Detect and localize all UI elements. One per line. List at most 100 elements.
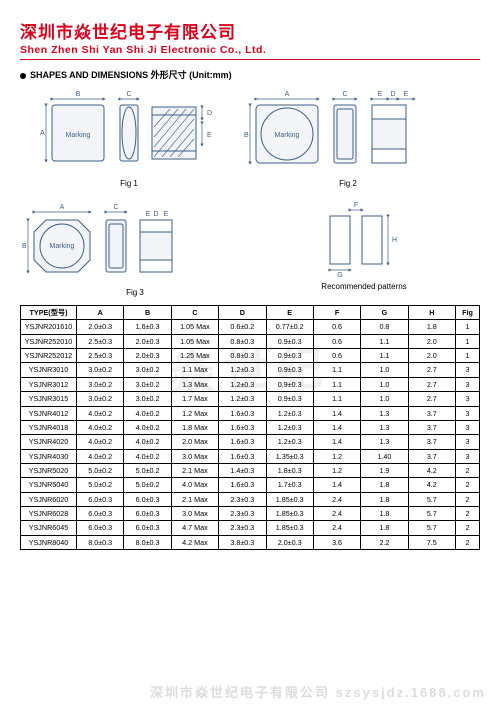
table-cell: 0.9±0.3 [266, 334, 313, 348]
svg-text:A: A [285, 91, 290, 98]
svg-text:F: F [354, 202, 358, 209]
table-cell: 1.2±0.3 [219, 377, 266, 391]
svg-text:B: B [76, 91, 81, 98]
table-cell: 3.0±0.2 [124, 377, 171, 391]
table-cell: 2 [456, 478, 480, 492]
table-cell: 3 [456, 392, 480, 406]
table-cell: 2.0±0.3 [266, 535, 313, 549]
table-cell: 1.4±0.3 [219, 463, 266, 477]
table-cell: 2 [456, 535, 480, 549]
table-cell: 2.5±0.3 [77, 334, 124, 348]
svg-text:H: H [392, 237, 397, 244]
table-cell: 2.5±0.3 [77, 349, 124, 363]
table-header: Fig [456, 306, 480, 320]
table-cell: 2 [456, 521, 480, 535]
table-cell: 1.8 [361, 507, 408, 521]
table-cell: 0.9±0.3 [266, 377, 313, 391]
table-cell: 5.7 [408, 507, 455, 521]
table-cell: 1.1 [313, 363, 360, 377]
table-cell: 5.0±0.2 [124, 478, 171, 492]
table-cell: 1.1 [361, 349, 408, 363]
table-row: YSJNR2520122.5±0.32.0±0.31.25 Max0.8±0.3… [21, 349, 480, 363]
table-cell: 1 [456, 349, 480, 363]
table-cell: 1.7 Max [171, 392, 218, 406]
table-cell: YSJNR5020 [21, 463, 77, 477]
table-cell: 2.7 [408, 377, 455, 391]
table-row: YSJNR60286.0±0.36.0±0.33.0 Max2.3±0.31.8… [21, 507, 480, 521]
table-row: YSJNR40184.0±0.24.0±0.21.8 Max1.6±0.31.2… [21, 420, 480, 434]
table-header: B [124, 306, 171, 320]
svg-text:C: C [113, 204, 118, 211]
table-cell: 0.6 [313, 320, 360, 334]
table-cell: 2.4 [313, 521, 360, 535]
table-cell: 3 [456, 406, 480, 420]
table-cell: 0.6 [313, 349, 360, 363]
table-cell: 1.35±0.3 [266, 449, 313, 463]
recommended-patterns: F G H Recommended patterns [304, 198, 424, 297]
table-cell: 6.0±0.3 [124, 492, 171, 506]
table-cell: YSJNR4020 [21, 435, 77, 449]
table-cell: 6.0±0.3 [124, 507, 171, 521]
table-cell: 3.0±0.2 [77, 392, 124, 406]
table-cell: 1.05 Max [171, 334, 218, 348]
svg-text:B: B [244, 132, 249, 139]
svg-text:A: A [60, 204, 65, 211]
table-cell: YSJNR252012 [21, 349, 77, 363]
table-row: YSJNR30103.0±0.23.0±0.21.1 Max1.2±0.30.9… [21, 363, 480, 377]
table-cell: 4.0±0.2 [77, 406, 124, 420]
table-cell: 1.4 [313, 406, 360, 420]
table-cell: 1.1 [361, 334, 408, 348]
table-cell: 6.0±0.3 [77, 492, 124, 506]
table-cell: 1.2 Max [171, 406, 218, 420]
svg-text:E: E [378, 91, 383, 98]
table-cell: 5.7 [408, 492, 455, 506]
table-cell: 1.05 Max [171, 320, 218, 334]
table-cell: 2.1 Max [171, 463, 218, 477]
svg-text:E: E [404, 91, 409, 98]
svg-text:D: D [153, 211, 158, 218]
company-name-cn: 深圳市焱世纪电子有限公司 [20, 18, 480, 43]
table-cell: 6.0±0.3 [77, 521, 124, 535]
table-cell: 1.3 Max [171, 377, 218, 391]
svg-text:C: C [126, 91, 131, 98]
table-cell: YSJNR4018 [21, 420, 77, 434]
svg-text:C: C [342, 91, 347, 98]
table-cell: YSJNR6045 [21, 521, 77, 535]
table-row: YSJNR60456.0±0.36.0±0.34.7 Max2.3±0.31.8… [21, 521, 480, 535]
table-cell: 3.0±0.2 [124, 363, 171, 377]
table-cell: 1.2±0.3 [266, 420, 313, 434]
table-cell: 0.9±0.3 [266, 392, 313, 406]
fig3-caption: Fig 3 [20, 288, 250, 297]
table-cell: 5.0±0.2 [124, 463, 171, 477]
table-cell: 1.7±0.3 [266, 478, 313, 492]
table-cell: YSJNR252010 [21, 334, 77, 348]
table-cell: 2 [456, 463, 480, 477]
table-row: YSJNR2016102.0±0.31.6±0.31.05 Max0.6±0.2… [21, 320, 480, 334]
table-cell: 3.6 [313, 535, 360, 549]
table-header: TYPE(型号) [21, 306, 77, 320]
table-cell: 1.4 [313, 478, 360, 492]
table-row: YSJNR30153.0±0.23.0±0.21.7 Max1.2±0.30.9… [21, 392, 480, 406]
table-cell: 4.2 Max [171, 535, 218, 549]
table-cell: 1 [456, 320, 480, 334]
table-cell: 1.2±0.3 [219, 363, 266, 377]
svg-text:A: A [40, 130, 45, 137]
table-cell: 3 [456, 363, 480, 377]
svg-text:E: E [146, 211, 151, 218]
table-cell: 2.7 [408, 363, 455, 377]
table-cell: 1.85±0.3 [266, 507, 313, 521]
company-name-en: Shen Zhen Shi Yan Shi Ji Electronic Co.,… [20, 44, 480, 56]
table-cell: 0.8±0.3 [219, 349, 266, 363]
table-cell: 3.7 [408, 406, 455, 420]
table-cell: 4.0±0.2 [77, 435, 124, 449]
table-header: C [171, 306, 218, 320]
table-cell: YSJNR8040 [21, 535, 77, 549]
table-cell: 5.7 [408, 521, 455, 535]
table-cell: 5.0±0.2 [77, 478, 124, 492]
table-cell: 1.6±0.3 [124, 320, 171, 334]
table-cell: 3.0 Max [171, 449, 218, 463]
table-cell: 6.0±0.3 [77, 507, 124, 521]
table-cell: 1.40 [361, 449, 408, 463]
fig2: Marking A B C E D E Fig 2 [238, 87, 458, 188]
table-cell: 2.7 [408, 392, 455, 406]
